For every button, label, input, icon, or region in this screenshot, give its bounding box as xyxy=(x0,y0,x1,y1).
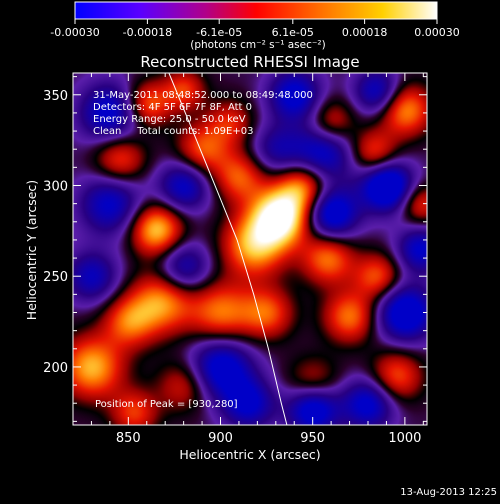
y-tick-label: 250 xyxy=(43,270,68,285)
x-axis-label: Heliocentric X (arcsec) xyxy=(179,447,320,462)
colorbar-tick-label: -6.1e-05 xyxy=(196,26,242,39)
y-tick-labels: 200 250 300 350 xyxy=(43,89,68,376)
plot-frame xyxy=(72,72,428,426)
axis-ticks xyxy=(73,73,427,425)
colorbar-tick-label: 6.1e-05 xyxy=(272,26,314,39)
colorbar-ticks xyxy=(74,19,438,24)
x-tick-label: 900 xyxy=(208,431,233,446)
colorbar: -0.00030 -0.00018 -6.1e-05 6.1e-05 0.00018 0.… xyxy=(50,1,460,51)
annotations: 31-May-2011 08:48:52.000 to 08:49:48.000… xyxy=(93,90,313,410)
solar-limb-line xyxy=(168,73,288,425)
x-tick-label: 1000 xyxy=(388,431,421,446)
chart-title: Reconstructed RHESSI Image xyxy=(140,53,359,71)
colorbar-tick-label: 0.00018 xyxy=(342,26,388,39)
heatmap-image xyxy=(73,73,427,425)
colorbar-tick-labels: -0.00030 -0.00018 -6.1e-05 6.1e-05 0.00018 0.… xyxy=(50,26,459,39)
footer-date: 13-Aug-2013 12:25 xyxy=(400,487,497,498)
colorbar-tick-label: 0.00030 xyxy=(414,26,460,39)
x-tick-labels: 850 900 950 1000 xyxy=(116,431,422,446)
annotation-peak-position: Position of Peak = [930,280] xyxy=(95,399,238,410)
x-tick-label: 850 xyxy=(116,431,141,446)
annotation-method-counts: Clean Total counts: 1.09E+03 xyxy=(93,126,253,137)
annotation-energy-range: Energy Range: 25.0 - 50.0 keV xyxy=(93,114,246,125)
colorbar-gradient xyxy=(74,1,438,20)
plot-area: 31-May-2011 08:48:52.000 to 08:49:48.000… xyxy=(72,72,428,426)
y-axis-label: Heliocentric Y (arcsec) xyxy=(24,180,39,320)
colorbar-tick-label: -0.00018 xyxy=(123,26,172,39)
y-tick-label: 200 xyxy=(43,361,68,376)
annotation-time-range: 31-May-2011 08:48:52.000 to 08:49:48.000 xyxy=(93,90,313,101)
annotation-detectors: Detectors: 4F 5F 6F 7F 8F, Att 0 xyxy=(93,102,252,113)
colorbar-tick-label: -0.00030 xyxy=(50,26,99,39)
colorbar-units: (photons cm⁻² s⁻¹ asec⁻²) xyxy=(190,39,325,51)
x-tick-label: 950 xyxy=(300,431,325,446)
y-tick-label: 350 xyxy=(43,89,68,104)
y-tick-label: 300 xyxy=(43,179,68,194)
